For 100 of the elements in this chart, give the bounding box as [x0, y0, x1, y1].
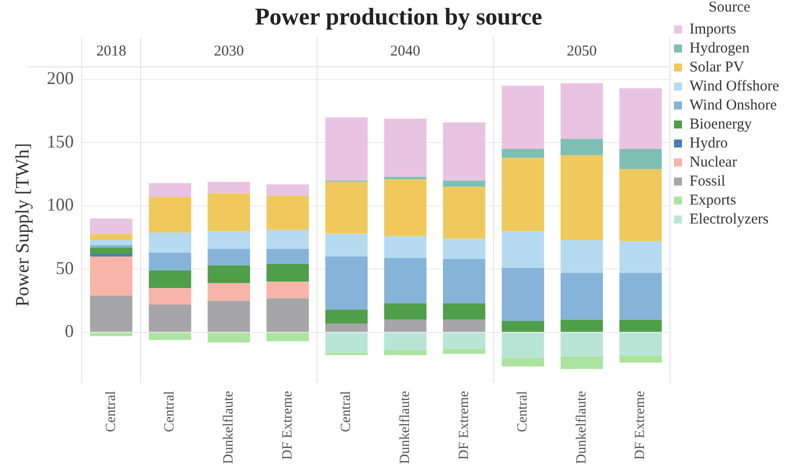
bar: [90, 248, 132, 254]
bar: [148, 252, 192, 270]
bar: [266, 230, 309, 249]
bar: [502, 158, 544, 232]
bar: [619, 241, 662, 273]
bar: [325, 323, 368, 332]
x-tick-label: Central: [339, 390, 354, 432]
legend-label: Solar PV: [689, 59, 744, 76]
bar: [384, 350, 426, 356]
bar: [148, 332, 192, 340]
bar: [619, 355, 662, 363]
bar: [208, 265, 250, 284]
bar: [442, 259, 486, 304]
bar: [560, 332, 603, 356]
bar: [442, 180, 486, 187]
bar: [502, 332, 544, 358]
bar: [384, 320, 426, 332]
bar: [148, 304, 192, 332]
bar: [442, 186, 486, 239]
bar: [90, 218, 132, 234]
legend-label: Bioenergy: [689, 116, 752, 132]
bar: [90, 254, 132, 256]
bar: [90, 332, 132, 336]
bar: [384, 258, 426, 304]
bar: [148, 288, 192, 305]
bar: [208, 300, 250, 332]
legend-label: Hydro: [689, 135, 728, 152]
bar: [442, 320, 486, 332]
legend-label: Nuclear: [689, 154, 737, 170]
y-tick-label: 50: [56, 258, 74, 278]
bar: [90, 234, 132, 240]
bar: [560, 83, 603, 139]
bar: [148, 197, 192, 232]
legend-label: Fossil: [689, 173, 726, 190]
bar: [325, 256, 368, 310]
bar: [208, 193, 250, 232]
bar: [325, 117, 368, 181]
text: 2030: [214, 44, 244, 60]
chart-title: Power production by source: [254, 4, 543, 31]
bar: [266, 332, 309, 342]
legend-title: Source: [708, 0, 751, 16]
legend-label: Exports: [689, 192, 736, 208]
bar: [325, 234, 368, 256]
bar: [442, 348, 486, 354]
x-tick-label: Central: [162, 390, 178, 432]
text: 2050: [566, 44, 597, 60]
bar: [560, 138, 603, 156]
bar: [266, 298, 309, 332]
bar: [90, 245, 132, 248]
y-tick-label: 100: [46, 194, 74, 215]
bar: [502, 231, 544, 268]
bar: [148, 183, 192, 198]
legend-label: Hydrogen: [689, 40, 750, 56]
y-axis-title: Power Supply [TWh]: [12, 143, 34, 307]
bar: [560, 155, 603, 240]
bar: [266, 264, 309, 282]
bar: [148, 232, 192, 253]
x-tick-label: Dunkelflaute: [574, 390, 590, 464]
bar: [90, 240, 132, 246]
bar: [266, 282, 309, 298]
x-tick-label: Dunkelflaute: [398, 390, 413, 464]
legend-label: Wind Offshore: [689, 78, 780, 94]
bar: [325, 310, 368, 324]
bar: [442, 122, 486, 181]
bar: [442, 332, 486, 349]
bar: [502, 268, 544, 321]
bar: [384, 179, 426, 236]
bar: [208, 283, 250, 301]
bar: [208, 182, 250, 194]
bar: [384, 332, 426, 350]
text: 2018: [96, 44, 126, 60]
bar: [384, 303, 426, 320]
bar: [384, 236, 426, 258]
bar: [208, 332, 250, 342]
bar: [560, 320, 603, 332]
bar: [619, 272, 662, 320]
bar: [442, 303, 486, 320]
bar: [560, 240, 603, 273]
bar: [560, 272, 603, 320]
legend-label: Electrolyzers: [689, 211, 769, 228]
bar: [502, 320, 544, 332]
bar: [90, 296, 132, 332]
x-tick-label: DF Extreme: [633, 390, 648, 460]
bar: [266, 196, 309, 230]
bar: [384, 176, 426, 180]
x-tick-label: DF Extreme: [456, 390, 472, 460]
y-tick-label: 150: [46, 131, 74, 152]
bar: [325, 352, 368, 356]
legend-label: Wind Onshore: [689, 97, 778, 114]
x-tick-label: Central: [104, 390, 119, 432]
bar: [560, 356, 603, 370]
bar: [502, 86, 544, 149]
bar: [442, 238, 486, 259]
bar: [208, 248, 250, 266]
x-tick-label: Dunkelflaute: [222, 390, 237, 464]
bar: [619, 332, 662, 356]
bar: [266, 184, 309, 196]
bar: [619, 148, 662, 170]
legend-label: Imports: [689, 21, 736, 38]
text: 2040: [390, 44, 420, 60]
